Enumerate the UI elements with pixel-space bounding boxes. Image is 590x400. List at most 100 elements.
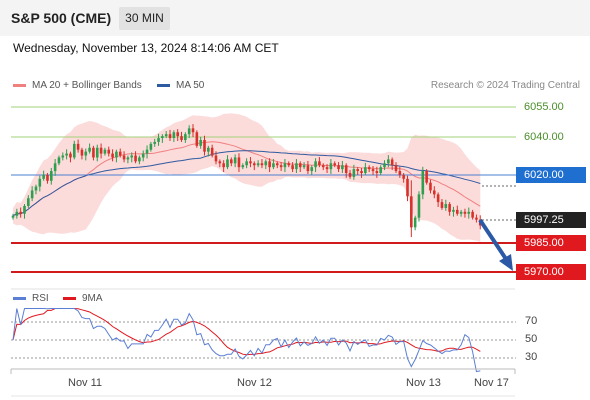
candle-body <box>19 211 22 214</box>
candle-body <box>390 159 394 166</box>
candle-body <box>383 163 386 168</box>
candle-body <box>199 140 202 146</box>
legend-ma50: MA 50 <box>157 80 204 91</box>
candle-body <box>298 163 302 168</box>
candle-body <box>122 155 126 160</box>
candle-body <box>11 215 15 218</box>
candle-body <box>348 173 352 177</box>
candle-body <box>50 171 53 181</box>
candle-body <box>444 204 448 208</box>
candle-body <box>107 149 111 154</box>
candle-body <box>264 161 268 166</box>
candle-body <box>410 196 413 228</box>
candle-body <box>157 138 160 142</box>
candle-body <box>222 163 225 168</box>
candle-body <box>337 165 340 170</box>
candle-body <box>302 165 306 168</box>
candle-body <box>252 163 256 166</box>
candle-body <box>141 153 145 158</box>
rsi-line <box>12 308 481 373</box>
candle-body <box>272 163 275 168</box>
ma20-swatch-icon <box>13 83 26 87</box>
candle-body <box>180 136 183 140</box>
level-label-s1: 5985.00 <box>516 235 586 251</box>
candle-body <box>344 165 348 173</box>
candle-body <box>394 165 398 172</box>
candle-body <box>329 163 333 170</box>
rsi-9ma-swatch-icon <box>63 296 76 300</box>
candle-body <box>95 147 99 158</box>
legend-rsi-9ma: 9MA <box>63 293 103 304</box>
candle-body <box>103 149 107 154</box>
candle-body <box>72 143 76 158</box>
candle-body <box>176 132 179 137</box>
candle-body <box>425 171 428 183</box>
candle-body <box>341 165 344 170</box>
candle-body <box>310 167 314 172</box>
x-label-nov12: Nov 12 <box>237 377 272 389</box>
candle-body <box>452 209 455 212</box>
candle-body <box>42 174 45 179</box>
candle-body <box>111 153 114 158</box>
candle-body <box>27 198 30 206</box>
candle-body <box>463 211 467 214</box>
credit-label: Research © 2024 Trading Central <box>430 80 580 91</box>
candle-body <box>76 143 80 150</box>
candle-body <box>237 157 241 168</box>
candle-body <box>99 147 103 154</box>
candle-body <box>275 163 279 166</box>
candle-body <box>34 186 38 191</box>
candle-body <box>314 161 317 168</box>
candle-body <box>138 157 141 162</box>
candle-body <box>145 149 149 154</box>
candle-body <box>218 161 222 164</box>
candle-body <box>126 157 130 160</box>
candle-body <box>164 134 168 137</box>
candle-body <box>230 159 233 164</box>
level-label-r1: 6020.00 <box>516 167 586 183</box>
candle-body <box>375 171 379 173</box>
legend-ma20: MA 20 + Bollinger Bands <box>13 80 142 91</box>
ma50-swatch-icon <box>157 83 170 87</box>
candle-body <box>172 132 176 139</box>
candle-body <box>321 165 325 168</box>
candle-body <box>233 157 237 164</box>
candle-body <box>249 161 252 164</box>
candle-body <box>295 163 298 170</box>
rsi-tick-50: 50 <box>525 333 538 345</box>
candle-body <box>436 194 440 203</box>
candle-body <box>207 147 210 152</box>
candle-body <box>287 163 291 166</box>
candle-body <box>360 171 363 173</box>
level-label-r2: 6040.00 <box>516 129 586 145</box>
candle-body <box>398 171 402 175</box>
candle-body <box>279 165 283 168</box>
candle-body <box>69 153 72 158</box>
candle-body <box>283 163 287 168</box>
instrument-title: S&P 500 (CME) <box>11 10 112 26</box>
candle-body <box>402 174 405 179</box>
legend-rsi-9ma-label: 9MA <box>82 293 103 304</box>
candle-body <box>210 147 214 156</box>
candle-body <box>226 159 229 168</box>
candle-body <box>130 155 134 158</box>
candle-body <box>268 161 271 168</box>
datetime-label: Wednesday, November 13, 2024 8:14:06 AM … <box>13 41 279 55</box>
candle-body <box>92 147 95 158</box>
candle-body <box>30 190 34 199</box>
candle-body <box>306 165 310 172</box>
forecast-arrowhead-icon <box>499 254 513 271</box>
ma50-line <box>12 150 481 217</box>
candle-body <box>203 140 206 152</box>
level-label-s2: 5970.00 <box>516 264 586 280</box>
candle-body <box>134 155 137 162</box>
interval-button[interactable]: 30 MIN <box>119 7 170 30</box>
candle-body <box>214 155 218 162</box>
candle-body <box>195 132 199 146</box>
candle-body <box>421 171 425 195</box>
candle-body <box>241 165 245 168</box>
candle-body <box>149 143 153 150</box>
candle-body <box>371 169 375 172</box>
bollinger-band <box>13 113 481 242</box>
